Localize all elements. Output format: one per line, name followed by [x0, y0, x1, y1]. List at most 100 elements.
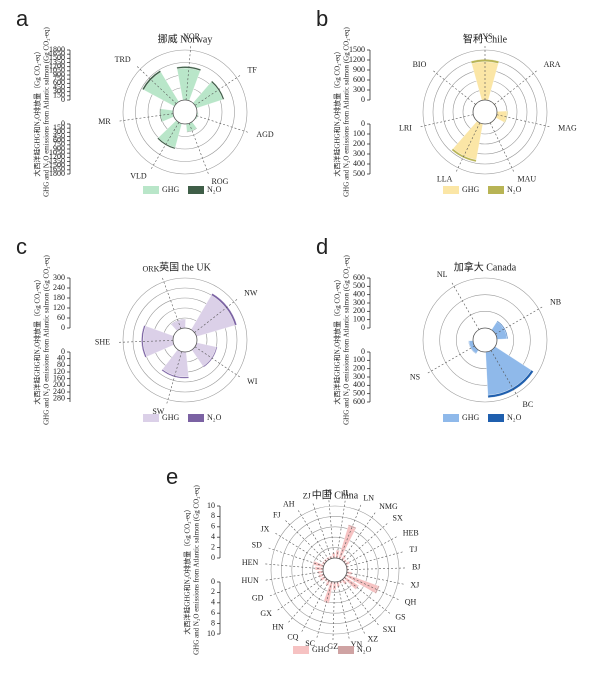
bar-segment: [354, 584, 359, 590]
panel-letter: a: [16, 6, 29, 31]
category-label: HUN: [241, 576, 259, 585]
y2-tick-label: 280: [53, 393, 65, 402]
spoke: [285, 520, 327, 562]
bar-segment: [496, 320, 508, 340]
category-label: NW: [244, 289, 258, 298]
y2-tick-label: 1350: [49, 156, 65, 165]
y2-tick-label: 2: [211, 587, 215, 596]
y-tick-label: 900: [53, 70, 65, 79]
panel-letter: b: [316, 6, 328, 31]
y-tick-label: 1650: [49, 49, 65, 58]
spoke: [301, 580, 330, 632]
bar-segment: [324, 579, 327, 583]
grid-ring: [301, 536, 369, 604]
y2-tick-label: 100: [353, 355, 365, 364]
legend-swatch: [488, 186, 504, 194]
y-tick-label: 1050: [49, 66, 65, 75]
bar-segment: [195, 112, 199, 120]
y2-tick-label: 600: [53, 135, 65, 144]
hole: [472, 99, 498, 125]
spoke: [277, 576, 326, 611]
panel-letter: e: [166, 464, 178, 489]
category-label: VLD: [130, 171, 147, 180]
grid-ring: [270, 505, 400, 635]
panel: a挪威 NorwayNORTFAGDROGVLDMRTRD01503004506…: [16, 6, 274, 197]
y-tick-label: 500: [353, 281, 365, 290]
category-label: HEB: [403, 528, 419, 537]
y-tick-label: 180: [53, 293, 65, 302]
y-tick-label: 200: [353, 306, 365, 315]
spoke: [345, 574, 399, 600]
y-axis-label: GHG and N₂O emissions from Atlantic salm…: [43, 254, 51, 424]
bar-segment: [202, 346, 218, 368]
y2-tick-label: 500: [353, 169, 365, 178]
category-label: BC: [523, 400, 534, 409]
spoke: [336, 500, 346, 559]
y2-tick-label: 0: [361, 119, 365, 128]
y2-tick-label: 0: [211, 577, 215, 586]
legend-label: N₂O: [207, 413, 222, 422]
bar-segment: [160, 108, 175, 122]
category-label: SC: [305, 639, 315, 648]
category-label: LRI: [399, 124, 412, 133]
spoke: [312, 503, 332, 559]
spoke: [346, 551, 403, 568]
bar-segment: [313, 560, 325, 568]
y2-tick-label: 1650: [49, 165, 65, 174]
bar-segment: [158, 120, 183, 148]
spoke: [339, 504, 362, 559]
y2-tick-label: 0: [61, 347, 65, 356]
legend-label: GHG: [162, 185, 180, 194]
bar-segment: [321, 560, 324, 564]
y2-tick-label: 80: [57, 360, 65, 369]
grid-ring: [456, 311, 514, 369]
grid-ring: [291, 526, 379, 614]
legend-label: GHG: [462, 413, 480, 422]
category-label: MAU: [518, 174, 537, 183]
y-tick-label: 600: [353, 75, 365, 84]
y-tick-label: 600: [53, 78, 65, 87]
grid-ring: [122, 277, 248, 403]
category-label: BIO: [413, 60, 427, 69]
category-label: JL: [342, 489, 350, 498]
legend-swatch: [188, 414, 204, 422]
y2-tick-label: 0: [61, 119, 65, 128]
spoke: [337, 581, 350, 639]
y2-tick-label: 150: [53, 123, 65, 132]
y-tick-label: 0: [61, 323, 65, 332]
bar-segment: [487, 369, 534, 398]
category-label: SHE: [95, 337, 110, 346]
spoke: [150, 122, 180, 171]
chart-title: 英国 the UK: [159, 260, 211, 273]
chart-title: 智利 Chile: [463, 32, 508, 45]
legend-label: N₂O: [207, 185, 222, 194]
spoke: [346, 572, 404, 585]
y-tick-label: 300: [53, 86, 65, 95]
hole: [472, 327, 498, 353]
legend-swatch: [188, 186, 204, 194]
bar-segment: [470, 59, 500, 64]
grid-ring: [312, 547, 358, 593]
category-label: LN: [363, 493, 374, 502]
y-axis-label: GHG and N₂O emissions from Atlantic salm…: [343, 26, 351, 196]
y-axis-label: GHG and N₂O emissions from Atlantic salm…: [193, 484, 201, 654]
bar-segment: [492, 101, 497, 108]
y2-tick-label: 1050: [49, 148, 65, 157]
bar-segment: [314, 566, 316, 571]
panel: c英国 the UKORKNWWISWSHE060120180240300040…: [16, 234, 258, 425]
spoke: [265, 563, 324, 570]
y-axis-label: 大西洋鲑GHG和N₂O排放量（Gg CO₂-eq）: [33, 275, 42, 404]
category-label: AYS: [477, 32, 492, 41]
y-axis-label: GHG and N₂O emissions from Atlantic salm…: [43, 26, 51, 196]
bar-segment: [170, 319, 186, 326]
y-tick-label: 1350: [49, 57, 65, 66]
y-tick-label: 450: [53, 82, 65, 91]
category-label: YN: [351, 640, 363, 649]
spoke: [269, 574, 324, 597]
category-label: MR: [98, 117, 111, 126]
y-tick-label: 1200: [349, 55, 365, 64]
category-label: JX: [261, 524, 270, 533]
y-axis-label: 大西洋鲑GHG和N₂O排放量（Gg CO₂-eq）: [33, 47, 42, 176]
